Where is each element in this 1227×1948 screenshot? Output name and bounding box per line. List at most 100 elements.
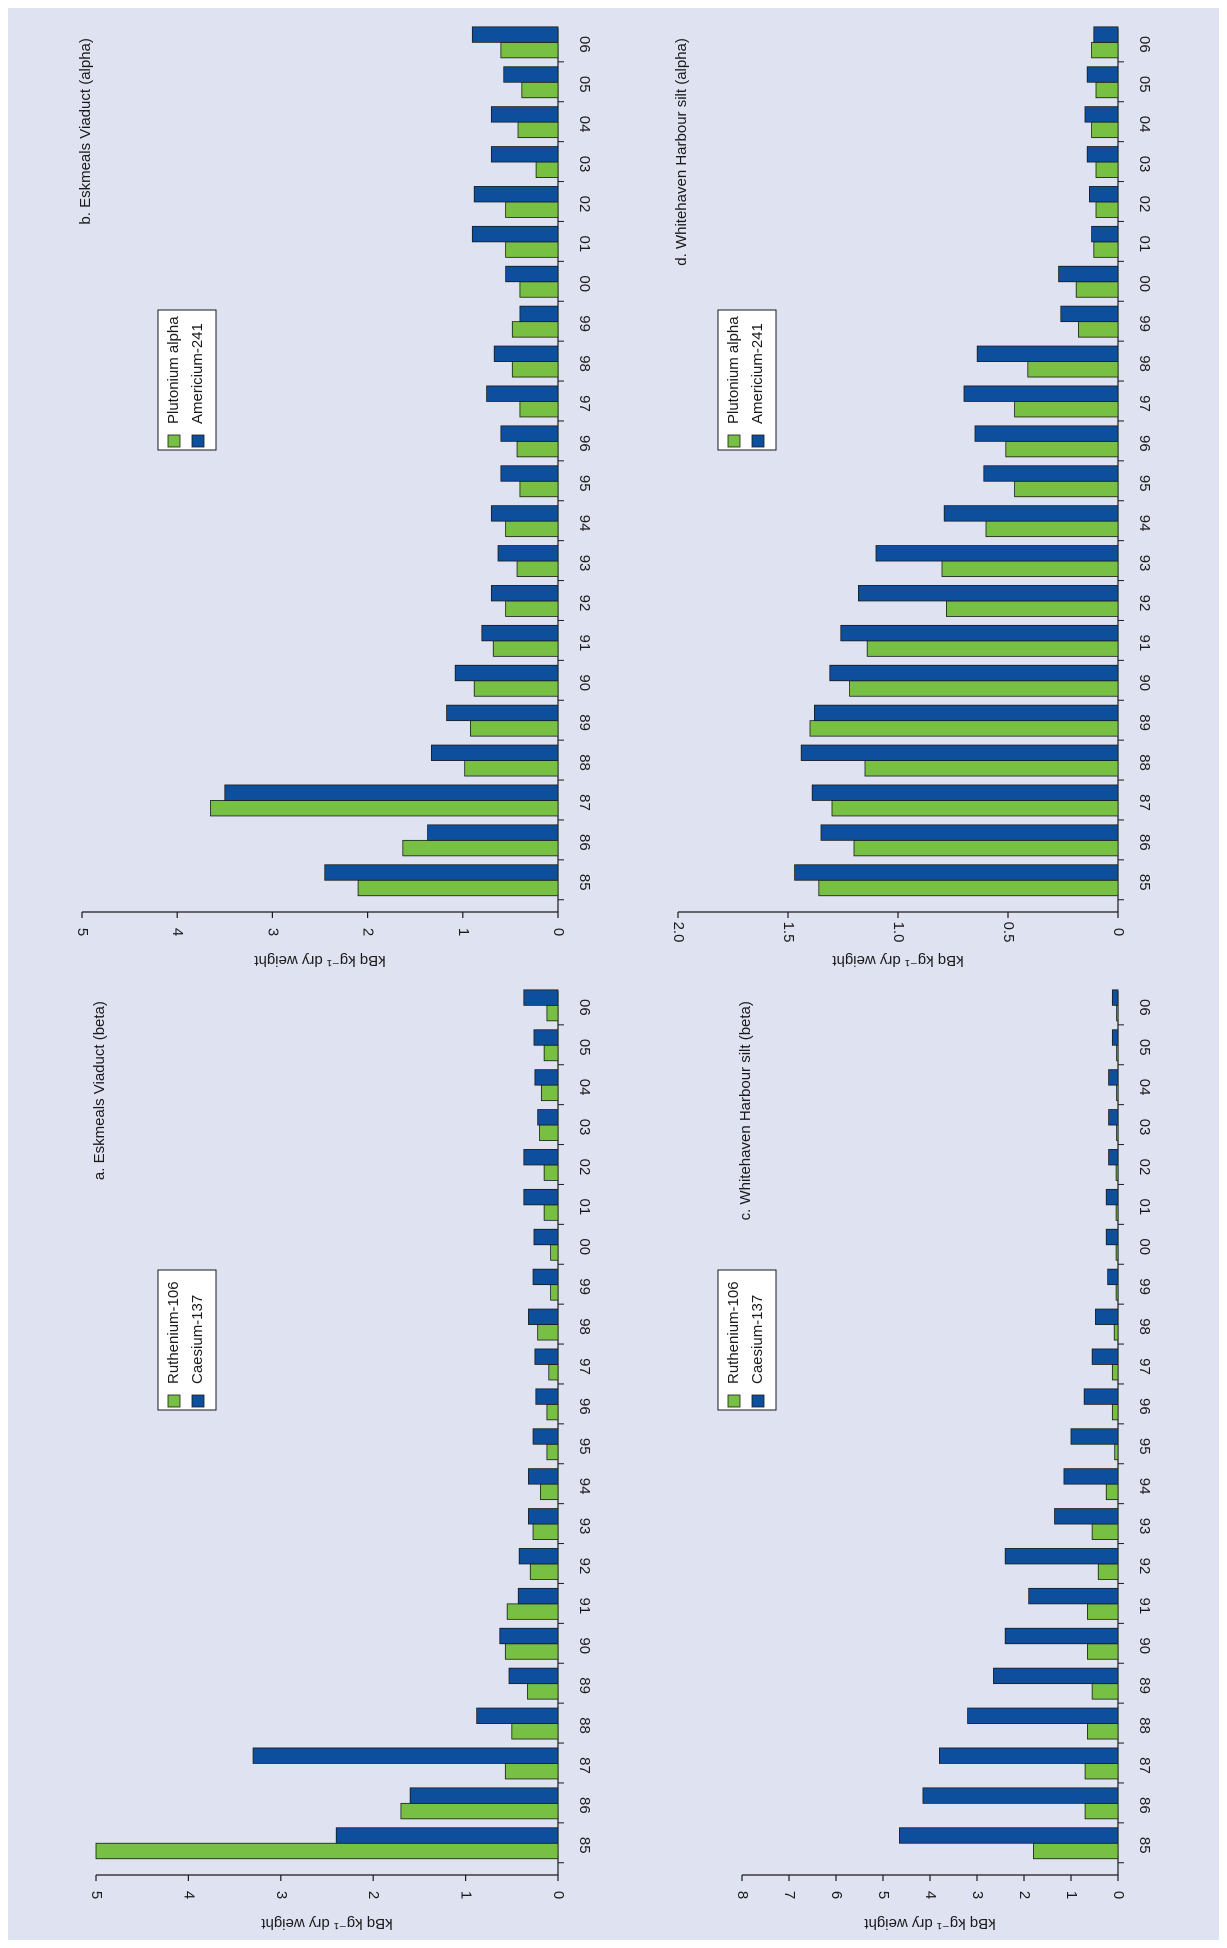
bar-plutonium-alpha-90 — [849, 680, 1119, 697]
bar-ruthenium-106-86 — [400, 1802, 559, 1820]
panel-title: b. Eskmeals Viaduct (alpha) — [77, 38, 94, 224]
category-tick-label: 88 — [1136, 1717, 1153, 1734]
category-tick-label: 92 — [576, 595, 593, 612]
legend-label: Plutonium alpha — [165, 316, 182, 424]
bar-americium-241-90 — [829, 664, 1119, 682]
legend-label: Ruthenium-106 — [725, 1281, 742, 1384]
category-tick-label: 91 — [576, 1598, 593, 1615]
bar-americium-241-93 — [497, 545, 559, 562]
category-tick-label: 03 — [1136, 1119, 1153, 1136]
bar-caesium-137-01 — [1105, 1188, 1119, 1206]
bar-caesium-137-99 — [1107, 1268, 1119, 1286]
bar-caesium-137-86 — [922, 1787, 1119, 1804]
category-tick-label: 01 — [576, 1199, 593, 1216]
legend-swatch-ruthenium-106 — [167, 1394, 181, 1408]
bar-caesium-137-85 — [899, 1827, 1119, 1844]
bar-caesium-137-03 — [1108, 1109, 1119, 1126]
bar-ruthenium-106-92 — [529, 1563, 559, 1580]
bar-americium-241-87 — [224, 784, 559, 801]
value-tick-label: 1.5 — [780, 922, 797, 943]
bar-ruthenium-106-96 — [1111, 1403, 1119, 1421]
bar-ruthenium-106-88 — [1087, 1723, 1119, 1740]
bar-ruthenium-106-97 — [548, 1364, 559, 1381]
bar-caesium-137-04 — [534, 1069, 559, 1086]
category-tick-label: 91 — [1136, 1598, 1153, 1615]
bar-plutonium-alpha-99 — [511, 321, 559, 338]
value-axis-title: kBq kg⁻¹ dry weight — [261, 1915, 393, 1932]
value-axis-title: kBq kg⁻¹ dry weight — [832, 952, 964, 969]
value-tick-label: 1 — [1063, 1891, 1080, 1899]
category-tick-label: 00 — [576, 1238, 593, 1255]
category-tick-label: 87 — [576, 794, 593, 811]
bar-plutonium-alpha-85 — [357, 879, 559, 897]
category-tick-label: 04 — [576, 1079, 593, 1096]
category-tick-label: 86 — [576, 834, 593, 851]
bar-plutonium-alpha-97 — [1014, 401, 1119, 418]
bar-plutonium-alpha-01 — [1093, 241, 1119, 258]
category-tick-label: 97 — [1136, 395, 1153, 412]
bar-americium-241-89 — [446, 704, 559, 722]
category-tick-label: 01 — [1136, 1199, 1153, 1216]
panel-title: c. Whitehaven Harbour silt (beta) — [737, 1001, 754, 1220]
category-tick-label: 04 — [1136, 116, 1153, 133]
bar-caesium-137-97 — [1091, 1348, 1119, 1365]
bar-americium-241-04 — [1084, 106, 1119, 123]
bar-caesium-137-03 — [537, 1109, 559, 1126]
category-tick-label: 02 — [576, 1159, 593, 1176]
bar-plutonium-alpha-86 — [402, 839, 559, 857]
bar-caesium-137-92 — [518, 1548, 559, 1565]
bar-plutonium-alpha-98 — [1027, 361, 1119, 378]
value-tick-label: 1.0 — [890, 922, 907, 943]
bar-ruthenium-106-96 — [546, 1403, 559, 1421]
bar-ruthenium-106-01 — [543, 1204, 559, 1221]
category-tick-label: 95 — [1136, 475, 1153, 492]
bar-plutonium-alpha-97 — [519, 401, 559, 418]
bar-caesium-137-93 — [528, 1508, 559, 1525]
bar-americium-241-88 — [800, 744, 1119, 761]
bar-plutonium-alpha-05 — [1095, 81, 1119, 99]
category-tick-label: 95 — [576, 475, 593, 492]
bar-americium-241-06 — [1093, 26, 1119, 43]
bar-plutonium-alpha-89 — [470, 720, 559, 737]
legend: Ruthenium-106 Caesium-137 — [717, 1269, 777, 1411]
bar-plutonium-alpha-90 — [473, 680, 559, 697]
category-tick-label: 93 — [1136, 555, 1153, 572]
panel-title: a. Eskmeals Viaduct (beta) — [91, 1001, 108, 1180]
category-tick-label: 93 — [1136, 1518, 1153, 1535]
bar-caesium-137-92 — [1004, 1548, 1119, 1565]
category-tick-label: 04 — [576, 116, 593, 133]
bar-ruthenium-106-97 — [1111, 1364, 1119, 1381]
bar-americium-241-04 — [490, 106, 559, 123]
category-tick-label: 97 — [576, 1358, 593, 1375]
category-tick-label: 89 — [1136, 1677, 1153, 1694]
category-tick-label: 05 — [576, 1039, 593, 1056]
legend-label: Ruthenium-106 — [165, 1281, 182, 1384]
bar-caesium-137-87 — [252, 1747, 559, 1764]
category-tick-label: 88 — [576, 1717, 593, 1734]
value-tick-label: 3 — [969, 1891, 986, 1899]
bar-ruthenium-106-94 — [1105, 1483, 1119, 1501]
category-tick-label: 87 — [1136, 794, 1153, 811]
category-tick-label: 88 — [1136, 754, 1153, 771]
bar-americium-241-98 — [976, 345, 1119, 362]
value-tick-label: 5 — [875, 1891, 892, 1899]
bar-plutonium-alpha-87 — [210, 800, 559, 817]
value-tick-label: 0 — [550, 928, 567, 936]
legend-box — [717, 1269, 777, 1411]
bar-ruthenium-106-03 — [539, 1124, 559, 1141]
bar-plutonium-alpha-02 — [1095, 201, 1119, 218]
bar-plutonium-alpha-88 — [464, 760, 559, 777]
bar-americium-241-98 — [493, 345, 559, 362]
legend-box — [717, 309, 777, 451]
bar-plutonium-alpha-91 — [866, 640, 1119, 657]
bar-plutonium-alpha-03 — [1095, 161, 1119, 178]
value-axis-title: kBq kg⁻¹ dry weight — [254, 952, 386, 969]
category-tick-label: 87 — [576, 1757, 593, 1774]
bar-americium-241-89 — [814, 704, 1119, 722]
bar-plutonium-alpha-93 — [516, 560, 559, 577]
bar-americium-241-87 — [811, 784, 1119, 801]
category-tick-label: 90 — [1136, 674, 1153, 691]
category-tick-label: 00 — [576, 275, 593, 292]
legend-label: Caesium-137 — [749, 1295, 766, 1384]
category-tick-label: 86 — [1136, 1797, 1153, 1814]
